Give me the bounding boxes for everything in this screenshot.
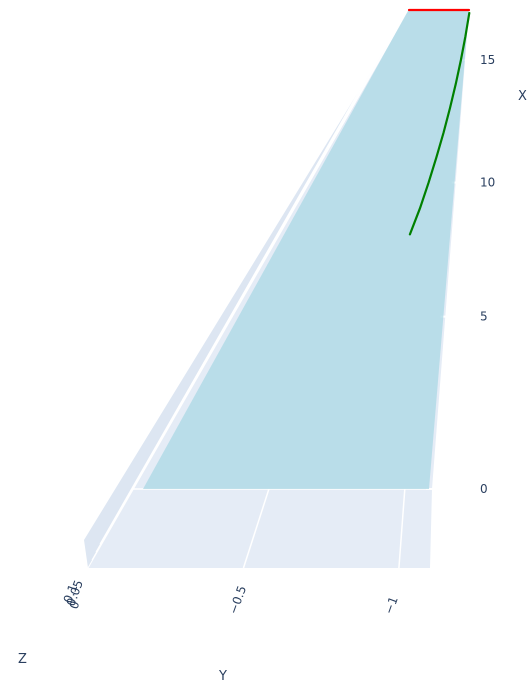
- series-layer: [407, 8, 471, 236]
- z-gridline: [91, 8, 409, 561]
- x-axis-title: X: [518, 89, 527, 104]
- z-axis-ticks: 00.050.1: [61, 578, 86, 611]
- surface-plane: [143, 9, 469, 489]
- z-gridline: [87, 8, 410, 569]
- z-axis-title: Z: [18, 652, 27, 667]
- y-tick-label: −0.5: [226, 584, 249, 616]
- z-gridline: [95, 8, 408, 553]
- y-axis-ticks: −0.5 −1: [226, 584, 401, 616]
- y-axis-title: Y: [218, 669, 227, 684]
- z-tick-label: 0.1: [61, 582, 81, 605]
- x-tick-label: 10: [480, 176, 495, 190]
- z-tick-label: 0: [67, 599, 83, 611]
- z-gridline: [99, 8, 407, 545]
- y-gridline: [242, 488, 270, 569]
- y-tick-label: −1: [382, 595, 401, 616]
- x-tick-label: 5: [480, 310, 488, 324]
- x-tick-label: 0: [480, 482, 488, 496]
- scene-floor-wall: [88, 489, 432, 568]
- y-gridline: [398, 488, 406, 569]
- x-tick-label: 15: [480, 53, 495, 67]
- series-line-0: [408, 11, 471, 236]
- x-axis-ticks: 0 5 10 15: [480, 53, 495, 496]
